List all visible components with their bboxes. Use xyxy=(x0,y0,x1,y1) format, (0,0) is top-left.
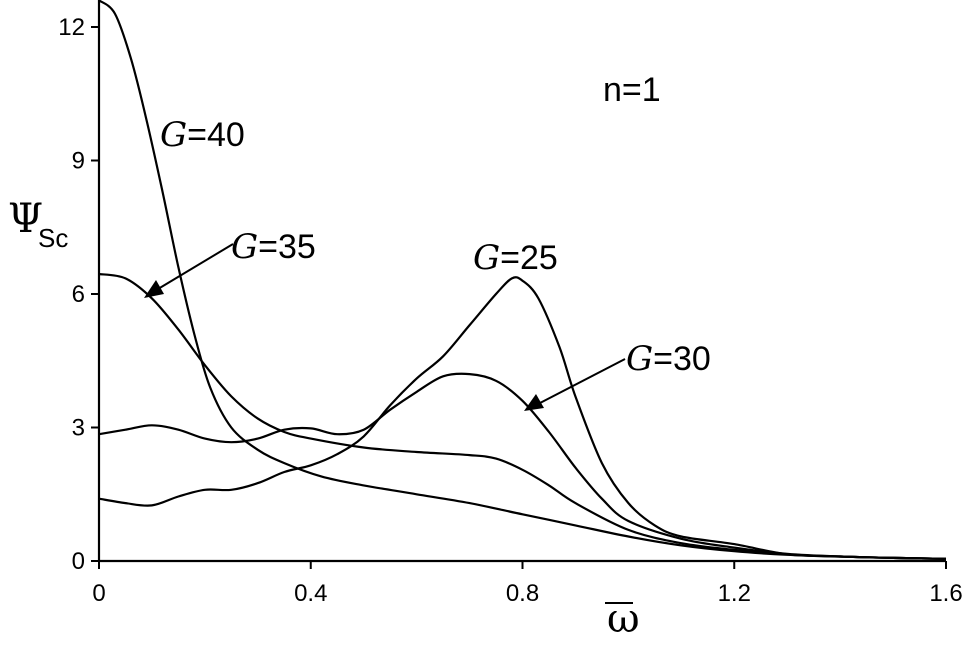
series-line-g30 xyxy=(98,372,947,560)
y-tick-label: 6 xyxy=(72,281,85,308)
y-axis-label: Ψ xyxy=(8,196,43,242)
y-tick-label: 9 xyxy=(72,148,85,175)
label-g35: G=35 xyxy=(231,227,316,267)
x-tick-label: 1.2 xyxy=(718,580,751,607)
label-g40: G=40 xyxy=(160,115,245,155)
y-axis-label-subscript: Sc xyxy=(38,223,68,253)
n-annotation: n=1 xyxy=(603,71,661,109)
y-tick-label: 3 xyxy=(72,415,85,442)
y-tick-label: 0 xyxy=(72,548,85,575)
svg-text:G=30: G=30 xyxy=(626,339,711,379)
g-symbol: G xyxy=(160,115,187,155)
series-line-g40 xyxy=(98,0,947,560)
x-ticks: 0 0.4 0.8 1.2 1.6 xyxy=(92,561,963,607)
g-symbol: G xyxy=(473,238,500,278)
series-name: =35 xyxy=(258,228,316,266)
series-name: =25 xyxy=(500,239,558,277)
g-symbol: G xyxy=(231,227,258,267)
label-g25: G=25 xyxy=(473,238,558,278)
series-line-g35 xyxy=(98,272,947,560)
series-name: =30 xyxy=(653,340,711,378)
y-ticks: 0 3 6 9 12 xyxy=(58,14,99,575)
label-g30: G=30 xyxy=(626,339,711,379)
x-tick-label: 0.4 xyxy=(294,580,327,607)
svg-text:G=40: G=40 xyxy=(160,115,245,155)
arrow-g30 xyxy=(524,358,626,411)
x-tick-label: 0.8 xyxy=(506,580,539,607)
x-tick-label: 0 xyxy=(92,580,105,607)
g-symbol: G xyxy=(626,339,653,379)
curves xyxy=(98,0,947,560)
series-line-g25 xyxy=(98,276,947,560)
y-tick-label: 12 xyxy=(58,14,85,41)
x-tick-label: 1.6 xyxy=(929,580,962,607)
svg-text:G=35: G=35 xyxy=(231,227,316,267)
series-name: =40 xyxy=(187,116,245,154)
arrow-g35 xyxy=(144,243,234,298)
svg-text:G=25: G=25 xyxy=(473,238,558,278)
